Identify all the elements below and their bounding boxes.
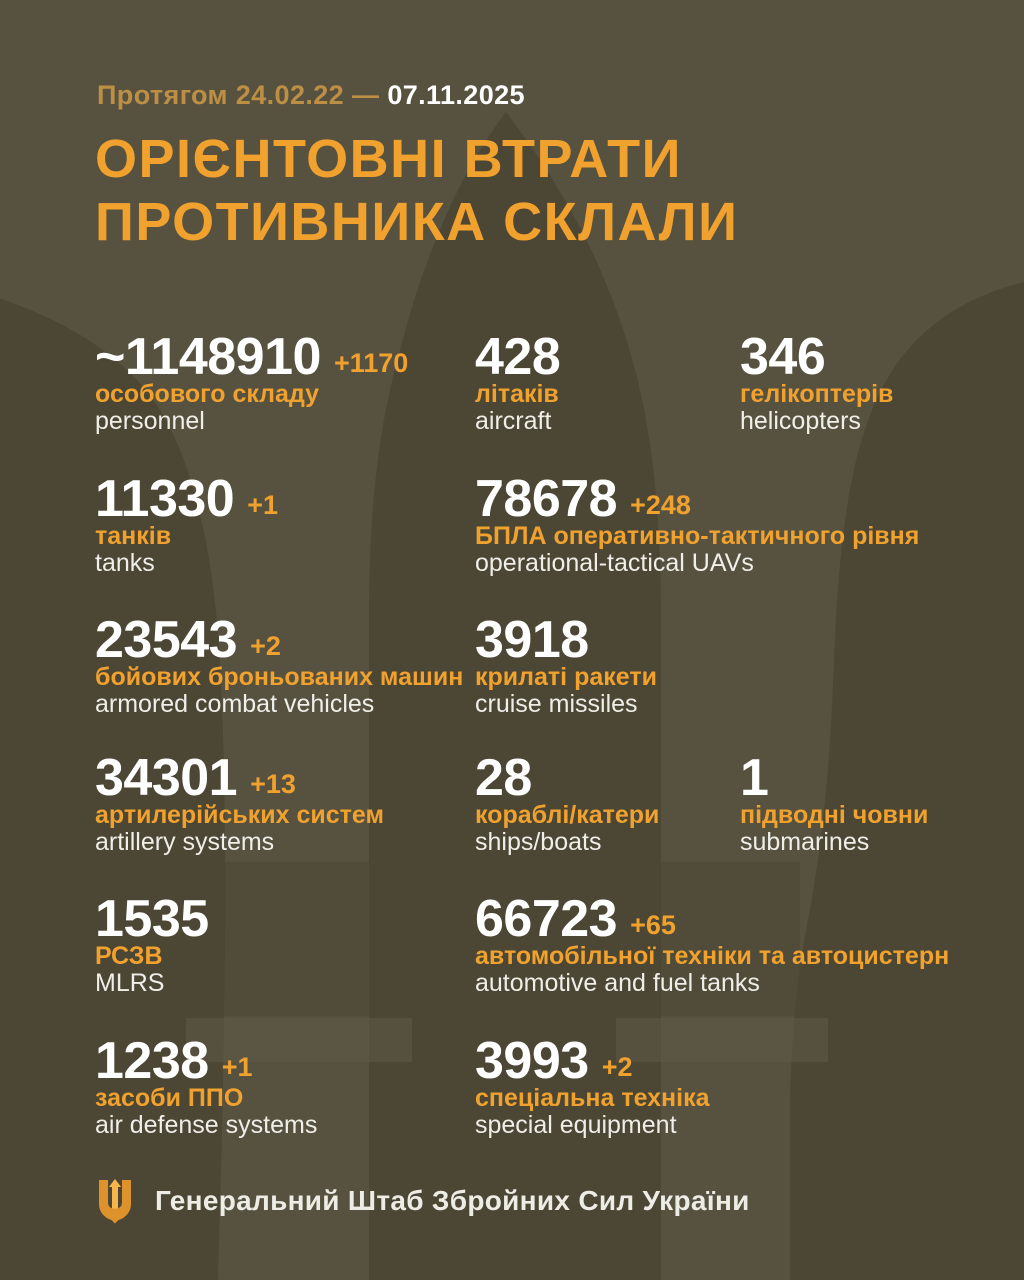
stat-daily-increase: +1170 <box>333 348 409 378</box>
footer: Генеральний Штаб Збройних Сил України <box>97 1178 750 1224</box>
stat-item-automotive: 66723 +65 автомобільної техніки та автоцис… <box>475 892 949 997</box>
stat-daily-increase: +2 <box>601 1052 633 1082</box>
stat-value: 34301 <box>95 749 238 807</box>
stat-daily-increase: +65 <box>630 910 676 940</box>
shell-silhouette-right <box>790 282 1024 1280</box>
stat-label-en: helicopters <box>740 407 861 435</box>
light-patch-right <box>616 1018 828 1062</box>
stat-number-row: 66723 +65 <box>475 892 949 946</box>
stat-value: 3918 <box>475 611 589 669</box>
stat-daily-increase: +1 <box>247 490 279 520</box>
stat-label-en: automotive and fuel tanks <box>475 969 760 997</box>
stat-label-en: special equipment <box>475 1111 677 1139</box>
stat-label-en: personnel <box>95 407 205 435</box>
stat-label-uk: особового складу <box>95 380 320 408</box>
stat-item-ships: 28 кораблі/катери ships/boats <box>475 751 949 856</box>
stat-label-en: aircraft <box>475 407 552 435</box>
stat-value: 428 <box>475 328 561 386</box>
stat-number-row: 346 <box>740 330 1024 384</box>
stat-label-uk: РСЗВ <box>95 942 163 970</box>
stat-label-uk: засоби ППО <box>95 1084 244 1112</box>
page-title: ОРІЄНТОВНІ ВТРАТИ ПРОТИВНИКА СКЛАЛИ <box>95 128 738 254</box>
stat-value: 346 <box>740 328 826 386</box>
stat-item-submarines: 1 підводні човни submarines <box>740 751 1024 856</box>
stat-item-armored-vehicles: 23543 +2 бойових броньованих машин armored … <box>95 613 465 718</box>
stat-label-uk: літаків <box>475 380 559 408</box>
footer-org-name: Генеральний Штаб Збройних Сил України <box>155 1185 750 1216</box>
page-title-line2: ПРОТИВНИКА СКЛАЛИ <box>95 192 739 252</box>
stat-label-en: cruise missiles <box>475 690 638 718</box>
stat-label-uk: БПЛА оперативно-тактичного рівня <box>475 522 920 550</box>
stat-number-row: 3993 +2 <box>475 1034 949 1088</box>
stat-value: 1 <box>740 749 769 807</box>
stat-label-uk: крилаті ракети <box>475 663 657 691</box>
shell-silhouette-left <box>0 298 226 1280</box>
stat-number-row: 428 <box>475 330 949 384</box>
stat-item-tanks: 11330 +1 танків tanks <box>95 472 465 577</box>
stat-number-row: 78678 +248 <box>475 472 949 526</box>
stat-label-uk: бойових броньованих машин <box>95 663 464 691</box>
stat-number-row: 1238 +1 <box>95 1034 465 1088</box>
stat-number-row: ~1148910 +1170 <box>95 330 465 384</box>
stat-item-special-equipment: 3993 +2 спеціальна техніка special equipmen… <box>475 1034 949 1139</box>
stat-label-uk: автомобільної техніки та автоцистерн <box>475 942 950 970</box>
stat-value: 1535 <box>95 890 209 948</box>
stat-item-mlrs: 1535 РСЗВ MLRS <box>95 892 465 997</box>
shell-silhouette-middle <box>369 112 661 1280</box>
stat-daily-increase: +2 <box>250 631 281 661</box>
date-range: Протягом 24.02.22 — 07.11.2025 <box>97 80 525 111</box>
date-range-end: 07.11.2025 <box>387 80 525 110</box>
stat-label-en: artillery systems <box>95 828 275 856</box>
stat-label-uk: танків <box>95 522 172 550</box>
light-patch-left <box>186 1018 412 1062</box>
stat-label-uk: артилерійських систем <box>95 801 384 829</box>
stat-value: 23543 <box>95 611 238 669</box>
stat-item-personnel: ~1148910 +1170 особового складу personnel <box>95 330 465 435</box>
stat-number-row: 28 <box>475 751 949 805</box>
stat-label-uk: кораблі/катери <box>475 801 660 829</box>
stat-label-uk: гелікоптерів <box>740 380 894 408</box>
stat-value: 66723 <box>475 890 618 948</box>
stat-item-helicopters: 346 гелікоптерів helicopters <box>740 330 1024 435</box>
stat-label-uk: підводні човни <box>740 801 929 829</box>
page-title-line1: ОРІЄНТОВНІ ВТРАТИ <box>95 129 682 189</box>
stat-label-en: air defense systems <box>95 1111 318 1139</box>
stat-item-artillery: 34301 +13 артилерійських систем artillery s… <box>95 751 465 856</box>
stat-label-en: ships/boats <box>475 828 602 856</box>
stat-item-cruise-missiles: 3918 крилаті ракети cruise missiles <box>475 613 949 718</box>
stat-number-row: 1 <box>740 751 1024 805</box>
stat-value: ~1148910 <box>95 328 321 386</box>
date-range-prefix: Протягом 24.02.22 — <box>97 80 380 110</box>
stat-value: 28 <box>475 749 532 807</box>
stat-label-en: MLRS <box>95 969 165 997</box>
stat-value: 78678 <box>475 470 618 528</box>
stat-value: 11330 <box>95 470 235 528</box>
stat-label-uk: спеціальна техніка <box>475 1084 710 1112</box>
stat-number-row: 34301 +13 <box>95 751 465 805</box>
stat-number-row: 3918 <box>475 613 949 667</box>
stat-number-row: 1535 <box>95 892 465 946</box>
stat-daily-increase: +13 <box>250 769 296 799</box>
stat-label-en: submarines <box>740 828 870 856</box>
stat-item-aircraft: 428 літаків aircraft <box>475 330 949 435</box>
stat-item-uavs: 78678 +248 БПЛА оперативно-тактичного рівн… <box>475 472 949 577</box>
stat-value: 3993 <box>475 1032 589 1090</box>
stat-label-en: armored combat vehicles <box>95 690 375 718</box>
stat-value: 1238 <box>95 1032 209 1090</box>
stat-daily-increase: +248 <box>630 490 691 520</box>
stat-daily-increase: +1 <box>221 1052 253 1082</box>
stat-label-en: tanks <box>95 549 155 577</box>
stat-label-en: operational-tactical UAVs <box>475 549 754 577</box>
stat-item-air-defense: 1238 +1 засоби ППО air defense systems <box>95 1034 465 1139</box>
trident-icon <box>99 1179 131 1224</box>
stat-number-row: 11330 +1 <box>95 472 465 526</box>
stat-number-row: 23543 +2 <box>95 613 465 667</box>
